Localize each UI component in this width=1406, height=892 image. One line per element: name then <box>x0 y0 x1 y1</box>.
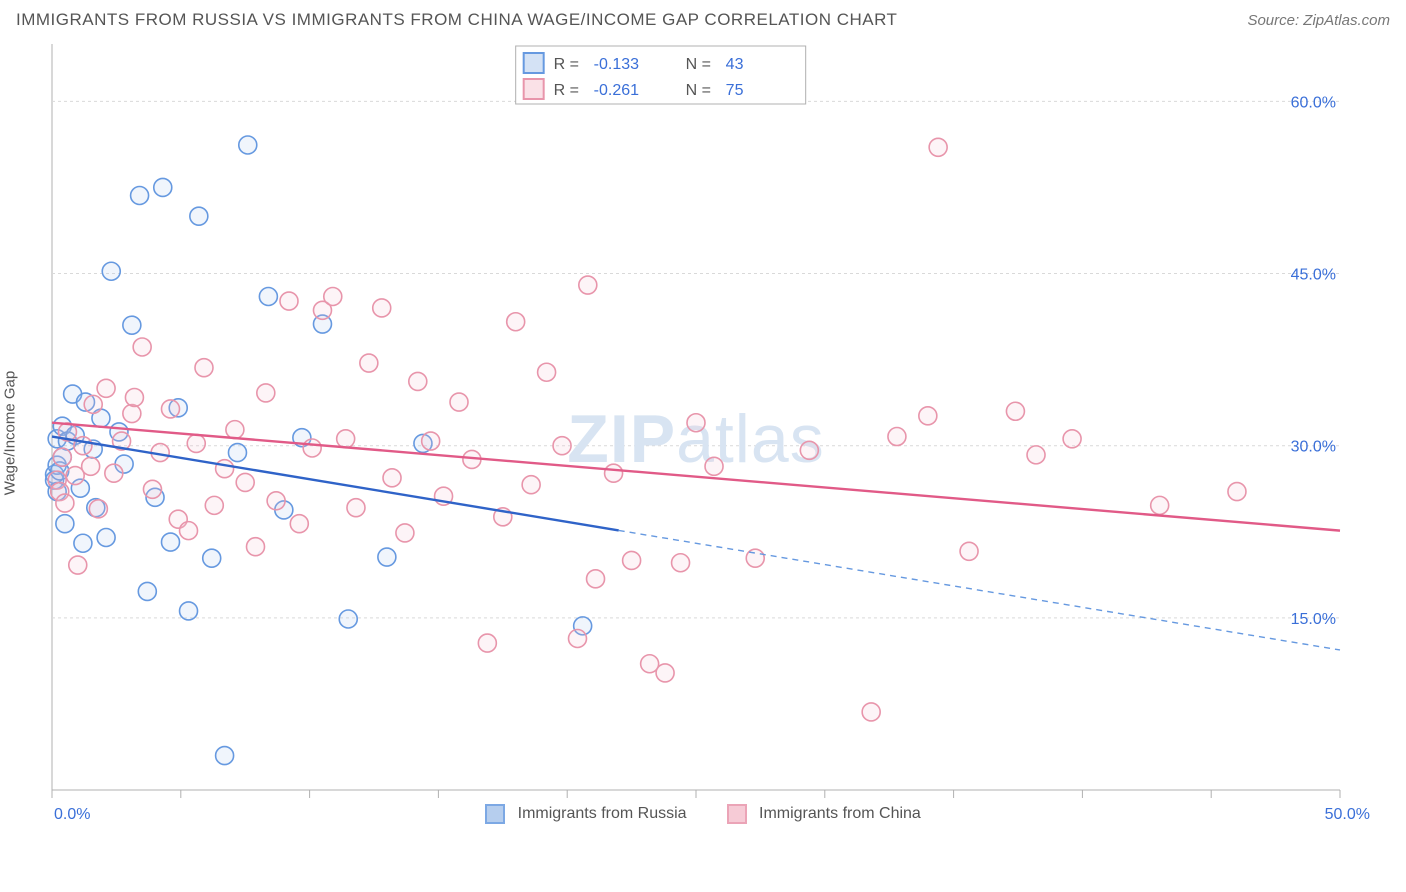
svg-text:30.0%: 30.0% <box>1291 439 1336 456</box>
svg-text:43: 43 <box>726 56 744 73</box>
svg-text:R =: R = <box>554 82 579 99</box>
y-axis-label: Wage/Income Gap <box>2 371 19 496</box>
bottom-legend: Immigrants from Russia Immigrants from C… <box>16 804 1390 824</box>
legend-item-china: Immigrants from China <box>727 804 921 824</box>
legend-swatch-china <box>727 804 747 824</box>
chart-header: IMMIGRANTS FROM RUSSIA VS IMMIGRANTS FRO… <box>0 0 1406 34</box>
svg-text:75: 75 <box>726 82 744 99</box>
chart-title: IMMIGRANTS FROM RUSSIA VS IMMIGRANTS FRO… <box>16 10 897 30</box>
svg-text:-0.261: -0.261 <box>594 82 639 99</box>
chart-source: Source: ZipAtlas.com <box>1247 12 1390 29</box>
legend-swatch-russia <box>485 804 505 824</box>
svg-text:R =: R = <box>554 56 579 73</box>
svg-text:60.0%: 60.0% <box>1291 94 1336 111</box>
svg-text:ZIPatlas: ZIPatlas <box>567 401 824 477</box>
scatter-chart: 15.0% 30.0% 45.0% 60.0% ZIPatlas R = -0.133 N =… <box>16 38 1346 828</box>
legend-label-russia: Immigrants from Russia <box>518 805 687 822</box>
svg-text:N =: N = <box>686 56 711 73</box>
legend-label-china: Immigrants from China <box>759 805 921 822</box>
svg-text:-0.133: -0.133 <box>594 56 639 73</box>
svg-text:N =: N = <box>686 82 711 99</box>
legend-item-russia: Immigrants from Russia <box>485 804 686 824</box>
svg-text:45.0%: 45.0% <box>1291 267 1336 284</box>
x-axis-max-label: 50.0% <box>1325 806 1370 824</box>
svg-text:15.0%: 15.0% <box>1291 611 1336 628</box>
plot-area: Wage/Income Gap 15.0%30.0%45.0%60.0%ZIPa… <box>16 38 1390 828</box>
